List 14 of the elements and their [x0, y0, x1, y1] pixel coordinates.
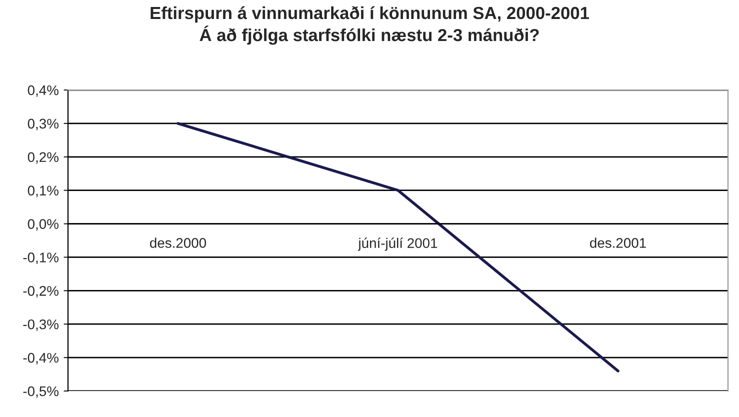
y-tick-label: 0,3%	[28, 118, 58, 130]
y-tick-label: -0,4%	[23, 352, 58, 364]
y-tick-label: -0,2%	[23, 286, 58, 298]
y-tick-label: 0,0%	[28, 219, 58, 231]
x-tick-label: des.2000	[150, 238, 206, 248]
chart-title: Eftirspurn á vinnumarkaði í könnunum SA, 2000-2001 Á að fjölga starfsfólki næstu 2-3 mánuði?	[150, 6, 589, 45]
y-tick-label: 0,4%	[28, 85, 58, 97]
x-tick-label: júní-júlí 2001	[358, 238, 438, 251]
y-tick-label: -0,3%	[23, 319, 58, 331]
x-tick-label: des.2001	[590, 238, 646, 248]
y-tick-label: 0,1%	[28, 186, 58, 198]
y-tick-label: -0,1%	[23, 252, 58, 264]
y-tick-label: -0,5%	[23, 386, 58, 398]
y-tick-label: 0,2%	[28, 152, 58, 164]
